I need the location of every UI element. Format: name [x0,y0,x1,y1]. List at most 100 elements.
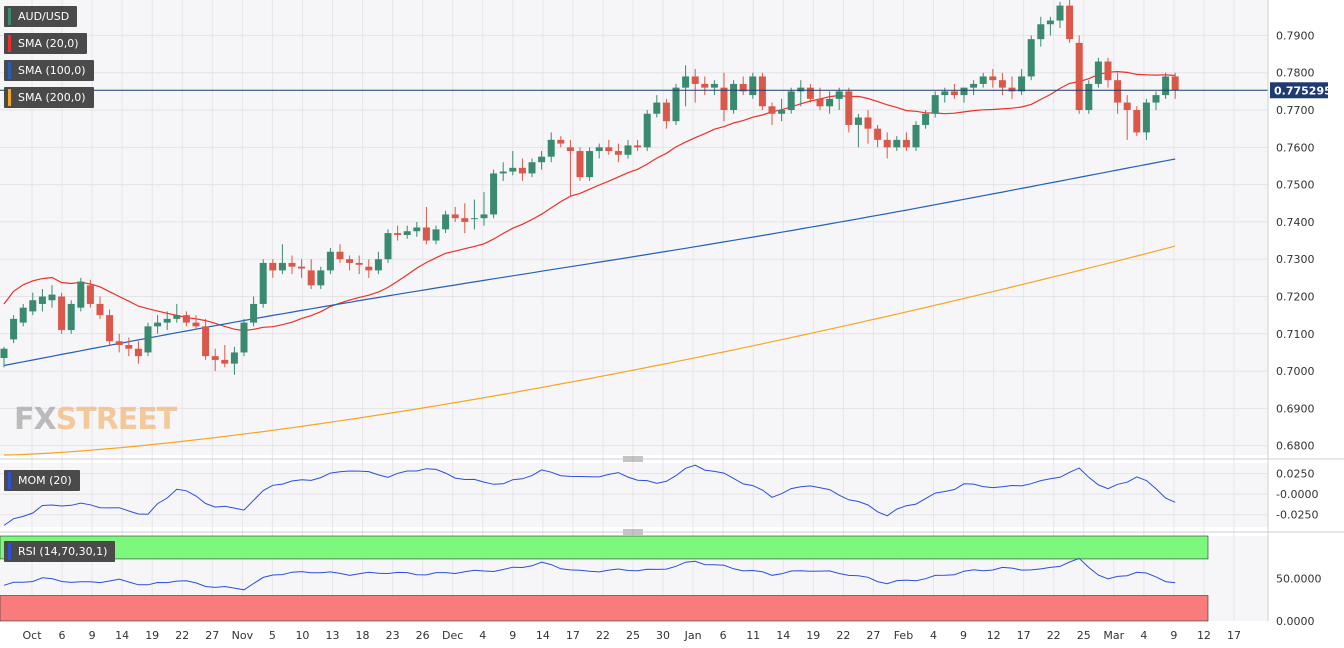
bull-candle [826,91,834,114]
candle-body [864,117,872,129]
symbol-tag[interactable]: AUD/USD [4,6,78,27]
bear-candle [1104,57,1112,88]
bull-candle [250,296,258,327]
bull-candle [528,158,536,178]
x-tick-label: 18 [356,629,370,642]
candle-body [662,102,670,122]
bull-candle [403,225,411,239]
x-tick-label: 25 [626,629,640,642]
x-tick-label: 27 [205,629,219,642]
y-tick-label: 0.7800 [1276,67,1315,80]
rsi-tick-label: 50.0000 [1276,573,1322,586]
bull-candle [317,266,325,290]
sma20-line [3,70,1176,332]
y-tick-label: 0.7200 [1276,290,1315,303]
sma200-tag[interactable]: SMA (200,0) [4,87,94,108]
candle-body [1171,76,1179,91]
bear-candle [221,344,229,368]
candle-body [384,233,392,260]
x-tick-label: 13 [326,629,340,642]
candle-body [1114,80,1122,103]
x-tick-label: 9 [1170,629,1177,642]
candle-body [173,315,181,319]
bull-candle [595,143,603,159]
bull-candle [38,289,46,312]
bear-candle [950,83,958,99]
y-tick-label: 0.7700 [1276,104,1315,117]
mom-tag[interactable]: MOM (20) [4,470,80,491]
rsi-overbought-zone [0,535,1209,560]
x-tick-label: 4 [1140,629,1147,642]
candle-body [144,326,152,353]
candle-body [922,113,930,125]
bull-candle [854,113,862,148]
rsi-tag[interactable]: RSI (14,70,30,1) [4,541,116,562]
mom-panel-bg [0,463,1268,527]
bear-candle [134,341,142,364]
bull-candle [48,285,56,308]
sma20-label: SMA (20,0) [18,37,79,50]
bear-candle [720,72,728,122]
bull-candle [1037,16,1045,47]
candle-body [0,348,8,359]
y-tick-label: 0.7900 [1276,29,1315,42]
candle-body [509,167,517,172]
candle-body [643,113,651,148]
current-price-label: 0.775295 [1274,84,1332,97]
bull-candle [384,229,392,263]
candle-body [250,303,258,323]
bull-candle [1152,91,1160,111]
fxstreet-logo: FXSTREET [14,402,177,437]
mom-label: MOM (20) [18,474,72,487]
candle-body [1094,61,1102,84]
x-tick-label: Feb [894,629,913,642]
bear-candle [1123,95,1131,140]
candle-body [758,76,766,107]
candle-body [634,145,642,148]
bear-candle [883,132,891,159]
candle-body [442,214,450,230]
bear-candle [298,259,306,278]
candle-body [672,87,680,122]
bear-candle [115,333,123,353]
candle-body [739,83,747,92]
bear-candle [346,255,354,271]
candle-body [1123,102,1131,111]
candle-body [1104,61,1112,81]
candle-body [931,95,939,114]
x-tick-label: 23 [386,629,400,642]
rsi-oversold-zone [0,595,1209,622]
candle-body [538,156,546,163]
candle-body [125,344,133,349]
candle-body [374,259,382,271]
candle-body [518,167,526,174]
bull-candle [912,121,920,152]
bear-candle [96,296,104,319]
sma100-line [3,158,1176,367]
bear-candle [989,68,997,88]
bear-candle [307,259,315,290]
bear-candle [605,139,613,155]
sma100-tag[interactable]: SMA (100,0) [4,60,94,81]
candle-body [461,218,469,222]
bull-candle [240,318,248,357]
rsi-swatch [8,543,11,560]
candle-body [211,356,219,360]
bull-candle [144,322,152,357]
bear-candle [614,143,622,163]
x-tick-label: 27 [866,629,880,642]
rsi-line [3,557,1176,591]
bear-candle [58,292,66,334]
bull-candle [893,136,901,152]
candle-body [835,91,843,99]
bull-candle [586,147,594,181]
x-tick-label: 17 [566,629,580,642]
x-tick-label: 25 [1077,629,1091,642]
bull-candle [931,91,939,118]
sma20-tag[interactable]: SMA (20,0) [4,33,87,54]
candle-body [720,87,728,111]
x-tick-label: 14 [115,629,129,642]
main-panel-bg [0,0,1268,455]
candle-body [115,341,123,345]
